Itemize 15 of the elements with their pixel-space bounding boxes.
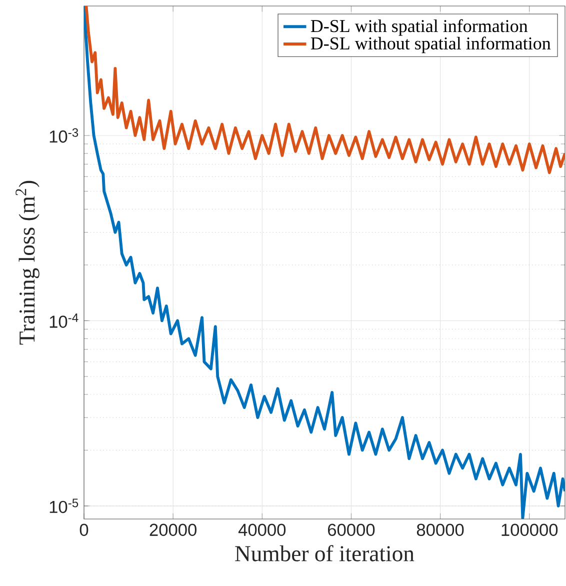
y-axis-title: Training loss (m$^{2}$) bbox=[16, 180, 40, 345]
x-axis-title: Number of iteration bbox=[235, 545, 414, 562]
line-series bbox=[84, 6, 565, 174]
x-tick-label: 80000 bbox=[416, 524, 464, 536]
y-tick-label: 10$^{-5}$ bbox=[50, 498, 78, 514]
x-tick-label: 20000 bbox=[150, 524, 196, 536]
x-tick-label: 100000 bbox=[502, 524, 558, 536]
line-series bbox=[84, 6, 565, 520]
legend-label: D-SL with spatial information bbox=[310, 19, 528, 36]
x-tick-label: 40000 bbox=[238, 524, 286, 536]
x-tick-label: 60000 bbox=[328, 524, 375, 536]
legend-label: D-SL without spatial information bbox=[310, 36, 551, 54]
y-tick-label: 10$^{-3}$ bbox=[50, 128, 78, 143]
y-tick-label: 10$^{-4}$ bbox=[50, 314, 78, 328]
x-tick-label: 0 bbox=[80, 524, 88, 536]
